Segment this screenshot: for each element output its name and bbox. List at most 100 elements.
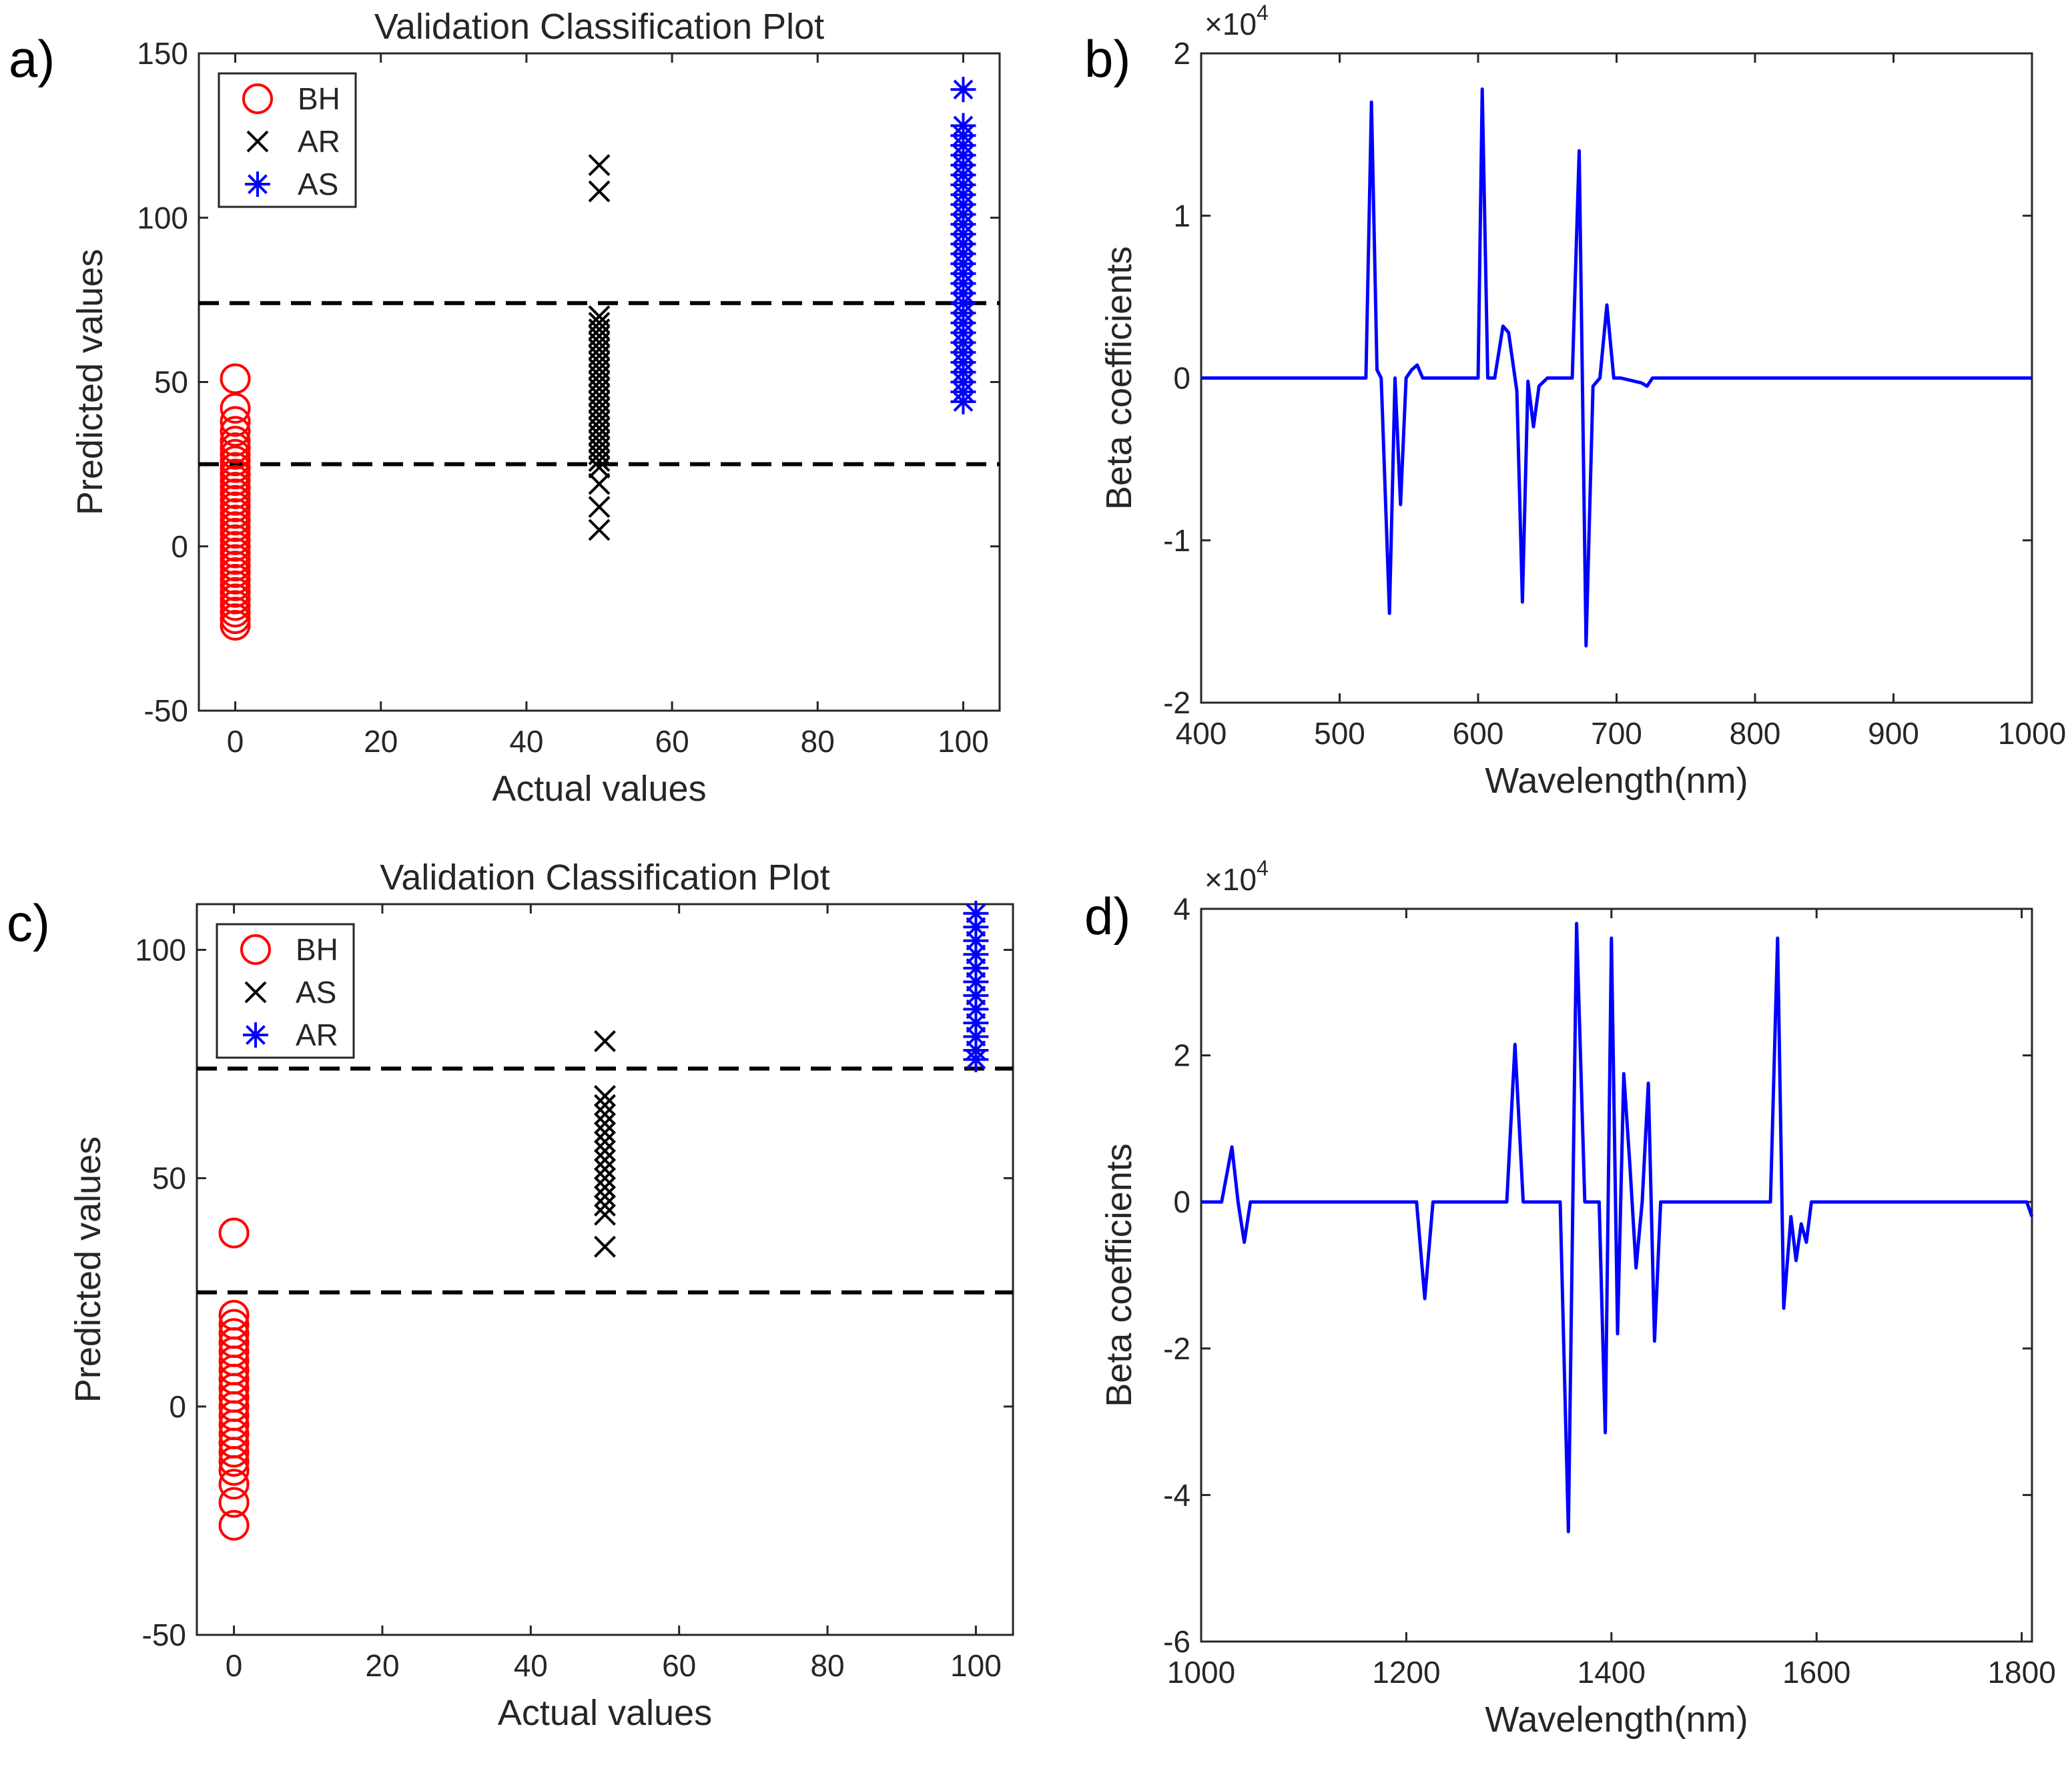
- data-point-AS: [950, 389, 976, 415]
- data-point-AR: [963, 1024, 989, 1050]
- x-tick-label: 100: [950, 1648, 1002, 1683]
- beta-coefficient-line: [1201, 922, 2034, 1533]
- data-point-AS: [594, 1085, 616, 1107]
- legend-entry-AR: AR: [298, 124, 340, 159]
- x-tick-label: 0: [227, 724, 244, 759]
- y-tick-label: 2: [1173, 36, 1190, 71]
- data-point-BH: [220, 406, 251, 437]
- x-tick-label: 80: [801, 724, 835, 759]
- data-point-AS: [594, 1235, 616, 1258]
- legend: BH AS AR: [216, 923, 355, 1059]
- data-point-BH: [218, 1509, 250, 1541]
- y-tick-label: 0: [171, 529, 188, 564]
- data-point-BH: [220, 570, 251, 601]
- data-point-AS: [594, 1185, 616, 1208]
- x-axis-label: Actual values: [492, 769, 706, 809]
- x-axis-label: Wavelength(nm): [1485, 761, 1748, 801]
- legend-marker-BH: [240, 934, 271, 965]
- x-axis-label: Wavelength(nm): [1485, 1700, 1748, 1740]
- data-point-BH: [220, 590, 251, 621]
- data-point-BH: [218, 1217, 250, 1249]
- data-point-BH: [218, 1469, 250, 1500]
- data-point-AS: [594, 1194, 616, 1217]
- legend-marker-AR: [243, 1022, 268, 1048]
- x-tick-label: 700: [1591, 716, 1642, 751]
- data-point-AS: [594, 1158, 616, 1180]
- data-point-AR: [963, 996, 989, 1022]
- chart-b: 400 500 600 700 800 900 1000 -2 -1 0 1 2 Wavelength(…: [1084, 1, 2066, 801]
- data-point-AR: [963, 982, 989, 1008]
- legend-marker-AR: [246, 130, 269, 153]
- x-tick-label: 60: [662, 1648, 696, 1683]
- y-tick-label: -50: [144, 693, 188, 728]
- legend-marker-BH: [242, 83, 273, 114]
- y-multiplier-label: ×104: [1204, 1, 1269, 41]
- data-point-BH: [220, 504, 251, 536]
- data-point-AR: [963, 969, 989, 995]
- legend-entry-AS: AS: [298, 167, 338, 202]
- panel-label: d): [1084, 887, 1130, 946]
- y-tick-label: 0: [169, 1389, 186, 1424]
- data-point-AR: [963, 942, 989, 968]
- x-tick-label: 40: [509, 724, 543, 759]
- x-tick-label: 900: [1868, 716, 1919, 751]
- data-point-BH: [220, 452, 251, 483]
- data-point-AR: [588, 450, 611, 472]
- data-point-BH: [220, 524, 251, 555]
- y-tick-label: -2: [1163, 1331, 1190, 1366]
- chart-d: 1000 1200 1400 1600 1800 -6 -4 -2 0 2 4 Wavelength(…: [1084, 856, 2056, 1740]
- series-AR: [588, 154, 611, 541]
- legend-entry-BH: BH: [298, 81, 340, 116]
- data-point-AR: [588, 456, 611, 478]
- y-multiplier-label: ×104: [1204, 856, 1269, 897]
- y-tick-label: 100: [135, 932, 186, 967]
- data-point-AR: [588, 472, 611, 495]
- chart-c: 0 20 40 60 80 100 -50 0 50 100 Actual values Predic…: [7, 857, 1014, 1733]
- panel-label: b): [1084, 29, 1130, 88]
- data-point-AR: [963, 955, 989, 981]
- y-axis-label: Predicted values: [68, 1136, 108, 1403]
- data-point-AR: [963, 928, 989, 954]
- legend-box: [216, 923, 355, 1059]
- data-point-AS: [594, 1103, 616, 1126]
- data-point-BH: [220, 544, 251, 575]
- data-point-BH: [220, 438, 251, 470]
- y-multiplier-base: ×10: [1204, 862, 1257, 897]
- series-AS: [594, 1030, 616, 1258]
- data-point-AS: [594, 1112, 616, 1134]
- legend-marker-AS: [244, 981, 267, 1004]
- data-point-AS: [594, 1121, 616, 1144]
- data-point-BH: [220, 491, 251, 522]
- data-point-BH: [220, 484, 251, 516]
- data-point-BH: [220, 609, 251, 641]
- legend-entry-AR: AR: [296, 1018, 338, 1052]
- legend-box: [218, 72, 357, 208]
- x-tick-label: 20: [364, 724, 398, 759]
- y-tick-label: 50: [154, 365, 188, 400]
- chart-title: Validation Classification Plot: [374, 7, 824, 47]
- x-tick-label: 400: [1176, 716, 1227, 751]
- data-point-AS: [594, 1030, 616, 1052]
- data-point-AR: [588, 154, 611, 176]
- series-AS: [950, 77, 976, 415]
- y-tick-label: 2: [1173, 1038, 1190, 1073]
- data-point-AR: [963, 1046, 989, 1072]
- data-point-AR: [963, 1010, 989, 1036]
- data-point-BH: [220, 416, 251, 447]
- data-point-AR: [588, 496, 611, 518]
- data-point-BH: [218, 1487, 250, 1518]
- data-point-BH: [218, 1445, 250, 1477]
- data-point-BH: [220, 518, 251, 549]
- data-point-AS: [594, 1176, 616, 1198]
- data-point-AS: [594, 1203, 616, 1226]
- x-tick-label: 800: [1730, 716, 1781, 751]
- legend-entry-AS: AS: [296, 975, 336, 1010]
- x-tick-label: 1000: [1998, 716, 2066, 751]
- data-point-AS: [594, 1094, 616, 1116]
- series-BH: [220, 363, 251, 641]
- data-point-BH: [220, 426, 251, 457]
- data-point-AS: [594, 1140, 616, 1162]
- x-tick-label: 60: [655, 724, 689, 759]
- y-axis-label: Beta coefficients: [1099, 1143, 1139, 1407]
